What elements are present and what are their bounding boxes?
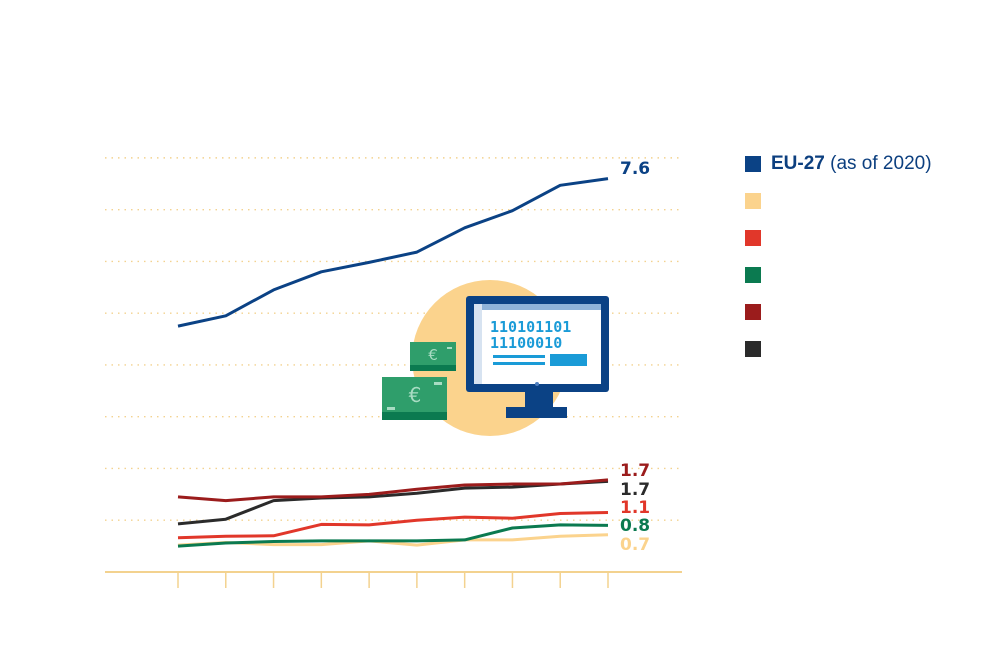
computer-money-illustration: 110101101 11100010 € € bbox=[382, 280, 609, 436]
screen-button-shape bbox=[550, 354, 587, 366]
legend-swatch bbox=[745, 303, 761, 320]
end-labels: 7.6 0.7 1.10.8 1.71.7 bbox=[620, 159, 650, 555]
series-line-4 bbox=[177, 478, 609, 503]
legend-swatch bbox=[745, 266, 761, 283]
screen-binary-line-2: 11100010 bbox=[490, 334, 562, 352]
legend-item bbox=[745, 293, 932, 330]
legend-item bbox=[745, 182, 932, 219]
series-line-5 bbox=[177, 479, 609, 526]
banknote-small: € bbox=[410, 342, 456, 371]
end-label-1: 0.7 bbox=[620, 535, 650, 555]
monitor-neck bbox=[525, 392, 553, 408]
legend-swatch bbox=[745, 155, 761, 172]
screen-binary-line-1: 110101101 bbox=[490, 318, 571, 336]
end-label-3: 0.8 bbox=[620, 516, 650, 536]
svg-text:€: € bbox=[409, 383, 422, 407]
end-label-5: 1.7 bbox=[620, 480, 650, 500]
legend-label: EU-27 (as of 2020) bbox=[771, 152, 932, 174]
legend: EU-27 (as of 2020) bbox=[745, 145, 932, 367]
screen-text-bar bbox=[493, 355, 545, 358]
end-label-0: 7.6 bbox=[620, 159, 650, 179]
screen-text-bar-2 bbox=[493, 362, 545, 365]
legend-swatch bbox=[745, 192, 761, 209]
banknote-large: € bbox=[382, 377, 447, 420]
monitor-power-dot bbox=[535, 382, 539, 386]
screen-sidebar bbox=[474, 304, 482, 384]
legend-swatch bbox=[745, 229, 761, 246]
legend-swatch bbox=[745, 340, 761, 357]
svg-text:€: € bbox=[428, 346, 438, 364]
x-axis bbox=[105, 571, 682, 588]
end-label-4: 1.7 bbox=[620, 461, 650, 481]
series-lines bbox=[177, 177, 609, 548]
series-line-2 bbox=[177, 511, 609, 540]
legend-item bbox=[745, 330, 932, 367]
monitor-base bbox=[506, 407, 567, 418]
series-line-3 bbox=[177, 523, 609, 548]
monitor-screen bbox=[474, 304, 601, 384]
screen-titlebar bbox=[474, 304, 601, 310]
series-line-0 bbox=[177, 177, 609, 328]
legend-item bbox=[745, 219, 932, 256]
legend-item: EU-27 (as of 2020) bbox=[745, 145, 932, 182]
legend-item bbox=[745, 256, 932, 293]
end-label-2: 1.1 bbox=[620, 498, 650, 518]
